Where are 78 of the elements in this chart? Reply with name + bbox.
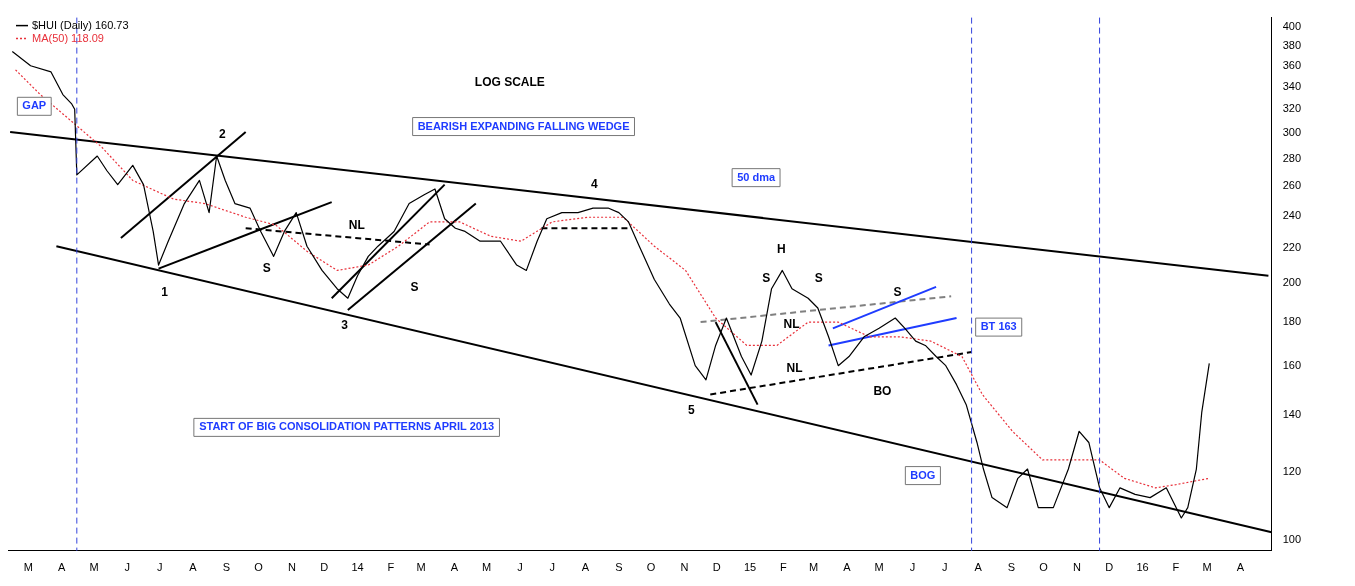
- y-tick-label: 360: [1282, 58, 1302, 71]
- annotation: S: [410, 279, 419, 294]
- x-tick-label: O: [646, 561, 656, 574]
- x-tick-label: M: [23, 561, 34, 574]
- x-tick-label: J: [549, 561, 555, 574]
- x-tick-label: F: [387, 561, 395, 574]
- x-tick-label: N: [287, 561, 296, 574]
- x-tick-label: J: [156, 561, 163, 574]
- y-tick-label: 260: [1282, 179, 1302, 192]
- x-tick-label: 14: [351, 561, 364, 574]
- x-tick-label: M: [89, 561, 99, 574]
- x-tick-label: D: [1105, 561, 1114, 574]
- y-tick-label: 240: [1282, 208, 1302, 221]
- annotation: S: [762, 271, 771, 286]
- annotation: S: [893, 284, 902, 299]
- x-tick-label: A: [189, 561, 198, 574]
- annotation: BOG: [910, 468, 936, 481]
- annotation: 4: [590, 176, 598, 191]
- y-tick-label: 400: [1282, 19, 1302, 32]
- x-tick-label: M: [416, 561, 426, 574]
- y-tick-label: 180: [1282, 315, 1302, 328]
- annotation: 3: [341, 318, 349, 333]
- annotation: START OF BIG CONSOLIDATION PATTERNS APRIL 2013: [199, 420, 495, 433]
- y-tick-label: 380: [1282, 38, 1302, 51]
- y-tick-label: 340: [1282, 79, 1302, 92]
- y-tick-label: 120: [1282, 465, 1302, 478]
- y-tick-label: 100: [1282, 532, 1302, 545]
- x-tick-label: J: [517, 561, 523, 574]
- annotation: 50 dma: [737, 170, 776, 183]
- x-tick-label: A: [1236, 561, 1245, 574]
- x-tick-label: M: [874, 561, 884, 574]
- x-tick-label: O: [1039, 561, 1049, 574]
- x-tick-label: 16: [1136, 561, 1149, 574]
- annotation: H: [777, 242, 786, 257]
- x-tick-label: O: [254, 561, 264, 574]
- x-tick-label: S: [1007, 561, 1016, 574]
- annotation: NL: [348, 218, 365, 233]
- y-tick-label: 300: [1282, 126, 1302, 139]
- x-tick-label: D: [320, 561, 329, 574]
- y-tick-label: 140: [1282, 408, 1302, 421]
- x-tick-label: A: [843, 561, 852, 574]
- x-tick-label: A: [450, 561, 459, 574]
- annotation: 5: [688, 403, 696, 418]
- x-tick-label: D: [712, 561, 721, 574]
- y-tick-label: 320: [1282, 102, 1302, 115]
- annotation: GAP: [22, 99, 47, 112]
- x-tick-label: S: [222, 561, 230, 574]
- annotation: BT 163: [980, 320, 1017, 333]
- annotation: BEARISH EXPANDING FALLING WEDGE: [417, 119, 630, 132]
- y-tick-label: 280: [1282, 151, 1302, 164]
- annotation: 1: [161, 284, 169, 299]
- x-tick-label: A: [581, 561, 590, 574]
- x-tick-label: F: [1172, 561, 1180, 574]
- annotation: 2: [218, 126, 226, 141]
- annotation: S: [262, 260, 271, 275]
- x-tick-label: S: [615, 561, 623, 574]
- x-tick-label: M: [481, 561, 492, 574]
- x-tick-label: M: [808, 561, 819, 574]
- legend-label: $HUI (Daily) 160.73: [32, 18, 129, 31]
- x-tick-label: J: [941, 561, 948, 574]
- annotation: S: [814, 271, 823, 286]
- y-tick-label: 160: [1282, 358, 1302, 371]
- x-tick-label: 15: [743, 561, 757, 574]
- x-tick-label: N: [1073, 561, 1082, 574]
- x-tick-label: A: [974, 561, 983, 574]
- annotation: NL: [786, 360, 803, 375]
- x-tick-label: M: [1202, 561, 1212, 574]
- x-tick-label: J: [124, 561, 131, 574]
- annotation: NL: [783, 316, 800, 331]
- y-tick-label: 200: [1282, 276, 1302, 289]
- x-tick-label: J: [909, 561, 916, 574]
- x-tick-label: F: [780, 561, 788, 574]
- x-tick-label: A: [58, 561, 67, 574]
- y-tick-label: 220: [1282, 240, 1302, 253]
- annotation: BO: [873, 384, 892, 399]
- legend-label: MA(50) 118.09: [32, 31, 104, 44]
- text: LOG SCALE: [474, 74, 545, 89]
- x-tick-label: N: [680, 561, 689, 574]
